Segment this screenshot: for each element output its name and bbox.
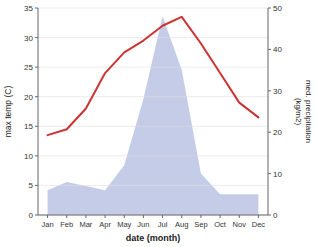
grid-line bbox=[38, 8, 268, 9]
y2-tick-label: 0 bbox=[273, 211, 278, 220]
y-tick-label: 30 bbox=[24, 34, 33, 43]
y-tick-label: 10 bbox=[24, 152, 33, 161]
y2-axis-label-line: (kg/m2) bbox=[294, 98, 303, 125]
y-tick-label: 0 bbox=[29, 211, 34, 220]
temperature-line bbox=[48, 17, 259, 135]
y2-axis-label-line: med. precipitation bbox=[304, 80, 313, 143]
y-tick-label: 5 bbox=[29, 181, 34, 190]
x-tick-label: Feb bbox=[60, 220, 73, 229]
x-tick-label: Mar bbox=[79, 220, 92, 229]
y-tick-label: 25 bbox=[24, 63, 33, 72]
grid-line bbox=[38, 126, 268, 127]
x-axis-line bbox=[38, 215, 268, 216]
x-tick-label: Oct bbox=[214, 220, 227, 229]
line-group bbox=[48, 17, 259, 135]
x-axis-label: date (month) bbox=[126, 233, 181, 243]
x-tick-label: Sep bbox=[194, 220, 207, 229]
grid-line bbox=[38, 155, 268, 156]
x-tick-label: Apr bbox=[99, 220, 111, 229]
grid-line bbox=[38, 67, 268, 68]
y2-axis-label: med. precipitation(kg/m2) bbox=[294, 80, 313, 143]
y2-axis-line bbox=[268, 8, 269, 215]
grid-group bbox=[38, 8, 268, 215]
grid-line bbox=[38, 185, 268, 186]
y2-tick-label: 50 bbox=[273, 4, 282, 13]
x-tick-label: Jun bbox=[137, 220, 149, 229]
y2-tick-label: 10 bbox=[273, 170, 282, 179]
y-tick-label: 20 bbox=[24, 93, 33, 102]
x-tick-label: Nov bbox=[233, 220, 247, 229]
x-tick-label: Dec bbox=[252, 220, 266, 229]
x-tick-label: Aug bbox=[175, 220, 188, 229]
y2-tick-label: 20 bbox=[273, 128, 282, 137]
chart-container: 0 5 10 15 20 25 30 35 0 10 20 30 40 50 Jan Feb Mar Apr May… bbox=[0, 0, 318, 247]
x-tick-label: May bbox=[117, 220, 131, 229]
x-tick-label: Jan bbox=[42, 220, 54, 229]
y2-tick-label: 30 bbox=[273, 87, 282, 96]
y2-tick-label: 40 bbox=[273, 45, 282, 54]
y-axis-label: max temp (C) bbox=[3, 86, 13, 138]
x-tick-label: Jul bbox=[158, 220, 168, 229]
y-tick-label: 15 bbox=[24, 122, 33, 131]
grid-line bbox=[38, 96, 268, 97]
y-axis-line bbox=[38, 8, 39, 215]
grid-line bbox=[38, 37, 268, 38]
grid-line bbox=[38, 215, 268, 216]
chart-svg: 0 5 10 15 20 25 30 35 0 10 20 30 40 50 Jan Feb Mar Apr May… bbox=[0, 0, 318, 247]
y-tick-label: 35 bbox=[24, 4, 33, 13]
